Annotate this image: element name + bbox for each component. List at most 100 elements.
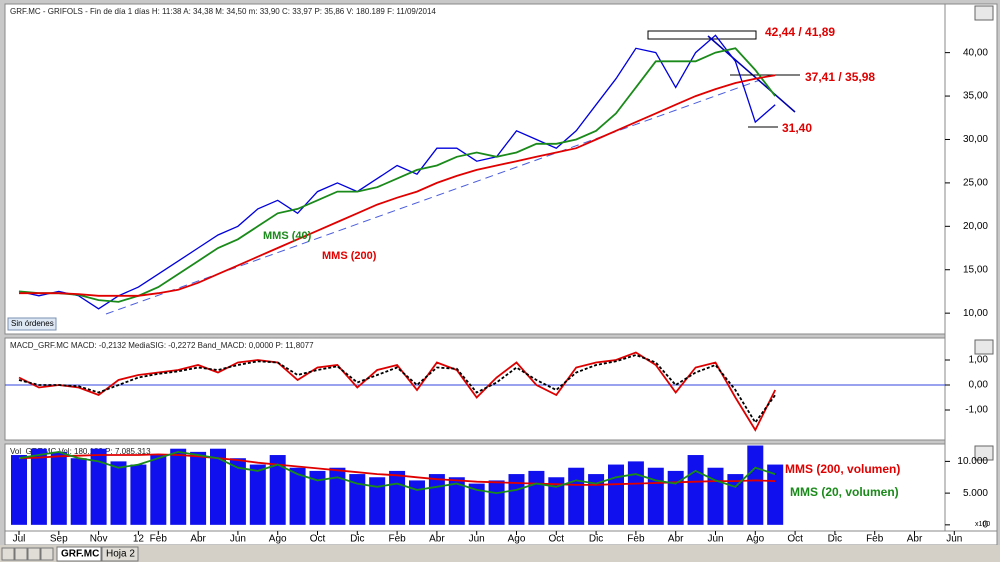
volume-bar xyxy=(50,451,67,525)
x-tick-label: Dic xyxy=(350,534,364,545)
y-tick-label: 20,00 xyxy=(963,221,988,232)
annotation: MMS (200) xyxy=(322,250,377,262)
volume-bar xyxy=(170,448,187,525)
tab-bar xyxy=(0,545,1000,562)
tab[interactable] xyxy=(101,546,139,562)
volume-bar xyxy=(30,448,47,525)
status-box xyxy=(7,317,57,331)
window-button[interactable] xyxy=(974,445,994,461)
y-axis-area xyxy=(944,3,998,532)
series-line xyxy=(19,74,776,297)
series-line xyxy=(18,453,776,486)
x-tick-label: Abr xyxy=(907,534,923,545)
x-tick-label: Oct xyxy=(310,534,326,545)
series-line xyxy=(18,354,776,425)
y-tick-label: 1,00 xyxy=(969,355,989,366)
x-tick-label: Feb xyxy=(388,534,406,545)
volume-bar xyxy=(608,464,624,525)
volume-bar xyxy=(747,445,764,525)
volume-bar xyxy=(687,455,704,525)
macd-pane xyxy=(4,337,946,441)
y-tick-label: 0,00 xyxy=(969,380,989,391)
volume-bar xyxy=(269,455,286,525)
y-tick-label: 10.000 xyxy=(957,456,988,467)
x-tick-label: Ago xyxy=(508,534,526,545)
volume-bar xyxy=(11,455,27,525)
nav-button[interactable] xyxy=(27,547,41,561)
volume-bar xyxy=(409,480,425,525)
volume-bar xyxy=(210,448,226,525)
volume-bar xyxy=(70,458,87,525)
annotation: MMS (20, volumen) xyxy=(790,485,899,499)
volume-bar xyxy=(150,455,167,525)
annotation: MMS (40) xyxy=(263,230,312,242)
volume-bar xyxy=(90,448,107,525)
volume-bar xyxy=(289,467,306,525)
x-tick-label: Feb xyxy=(866,534,884,545)
y-tick-label: 30,00 xyxy=(963,134,988,145)
x-tick-label: Sep xyxy=(50,534,68,545)
x-tick-label: Ago xyxy=(269,534,287,545)
y-tick-label: 0 xyxy=(982,519,988,530)
volume-bar xyxy=(468,483,485,525)
volume-bar xyxy=(110,461,127,525)
x-tick-label: Feb xyxy=(627,534,645,545)
volume-bar xyxy=(667,470,684,525)
x-tick-label: Jul xyxy=(13,534,26,545)
pane-title: Vol_GRF.MC Vol: 180.189 P: 7.085.313 xyxy=(10,447,151,456)
trend-line xyxy=(105,79,761,315)
volume-bar xyxy=(369,477,386,525)
volume-bar xyxy=(428,474,445,525)
status-label: Sin órdenes xyxy=(11,319,54,328)
volume-bar xyxy=(329,467,346,525)
x-tick-label: Dic xyxy=(589,534,603,545)
x-tick-label: Ago xyxy=(746,534,764,545)
volume-bar xyxy=(190,451,207,525)
tab[interactable] xyxy=(56,546,102,562)
x-tick-label: Jun xyxy=(230,534,246,545)
x-tick-label: Nov xyxy=(90,534,108,545)
volume-bar xyxy=(508,474,525,525)
x-tick-label: Abr xyxy=(429,534,445,545)
volume-bar xyxy=(528,470,545,525)
annotation: MMS (200, volumen) xyxy=(785,462,900,476)
x-tick-label: Feb xyxy=(150,534,168,545)
y-tick-label: 40,00 xyxy=(963,47,988,58)
volume-bar xyxy=(349,474,366,525)
y-tick-label: 35,00 xyxy=(963,91,988,102)
nav-button[interactable] xyxy=(40,547,54,561)
annotation: x100 xyxy=(975,521,990,528)
volume-bar xyxy=(130,464,147,525)
window-button[interactable] xyxy=(974,339,994,355)
volume-bar xyxy=(229,458,246,525)
volume-bar xyxy=(488,480,505,525)
nav-button[interactable] xyxy=(14,547,28,561)
x-tick-label: Abr xyxy=(190,534,206,545)
volume-bar xyxy=(309,470,326,525)
volume-bar xyxy=(707,467,724,525)
x-tick-label: Jun xyxy=(946,534,962,545)
pane-title: MACD_GRF.MC MACD: -0,2132 MediaSIG: -0,2… xyxy=(10,341,314,350)
price-pane xyxy=(4,3,946,335)
x-tick-label: Oct xyxy=(787,534,803,545)
window-button[interactable] xyxy=(974,5,994,21)
volume-bar xyxy=(389,470,406,525)
x-tick-label: Dic xyxy=(828,534,842,545)
tab-label[interactable]: GRF.MC xyxy=(61,549,99,560)
x-tick-label: 12 xyxy=(133,534,145,545)
nav-button[interactable] xyxy=(1,547,15,561)
annotation: 42,44 / 41,89 xyxy=(765,25,835,39)
tab-label[interactable]: Hoja 2 xyxy=(106,549,135,560)
volume-bar xyxy=(448,477,465,525)
volume-bar xyxy=(627,461,644,525)
x-tick-label: Jun xyxy=(469,534,485,545)
series-line xyxy=(18,34,776,310)
pane-title: GRF.MC - GRIFOLS - Fin de día 1 días H: … xyxy=(10,7,436,16)
volume-bar xyxy=(568,467,585,525)
annotation: 31,40 xyxy=(782,121,812,135)
volume-bar xyxy=(249,464,266,525)
volume-bar xyxy=(767,464,784,525)
x-tick-label: Jun xyxy=(707,534,723,545)
